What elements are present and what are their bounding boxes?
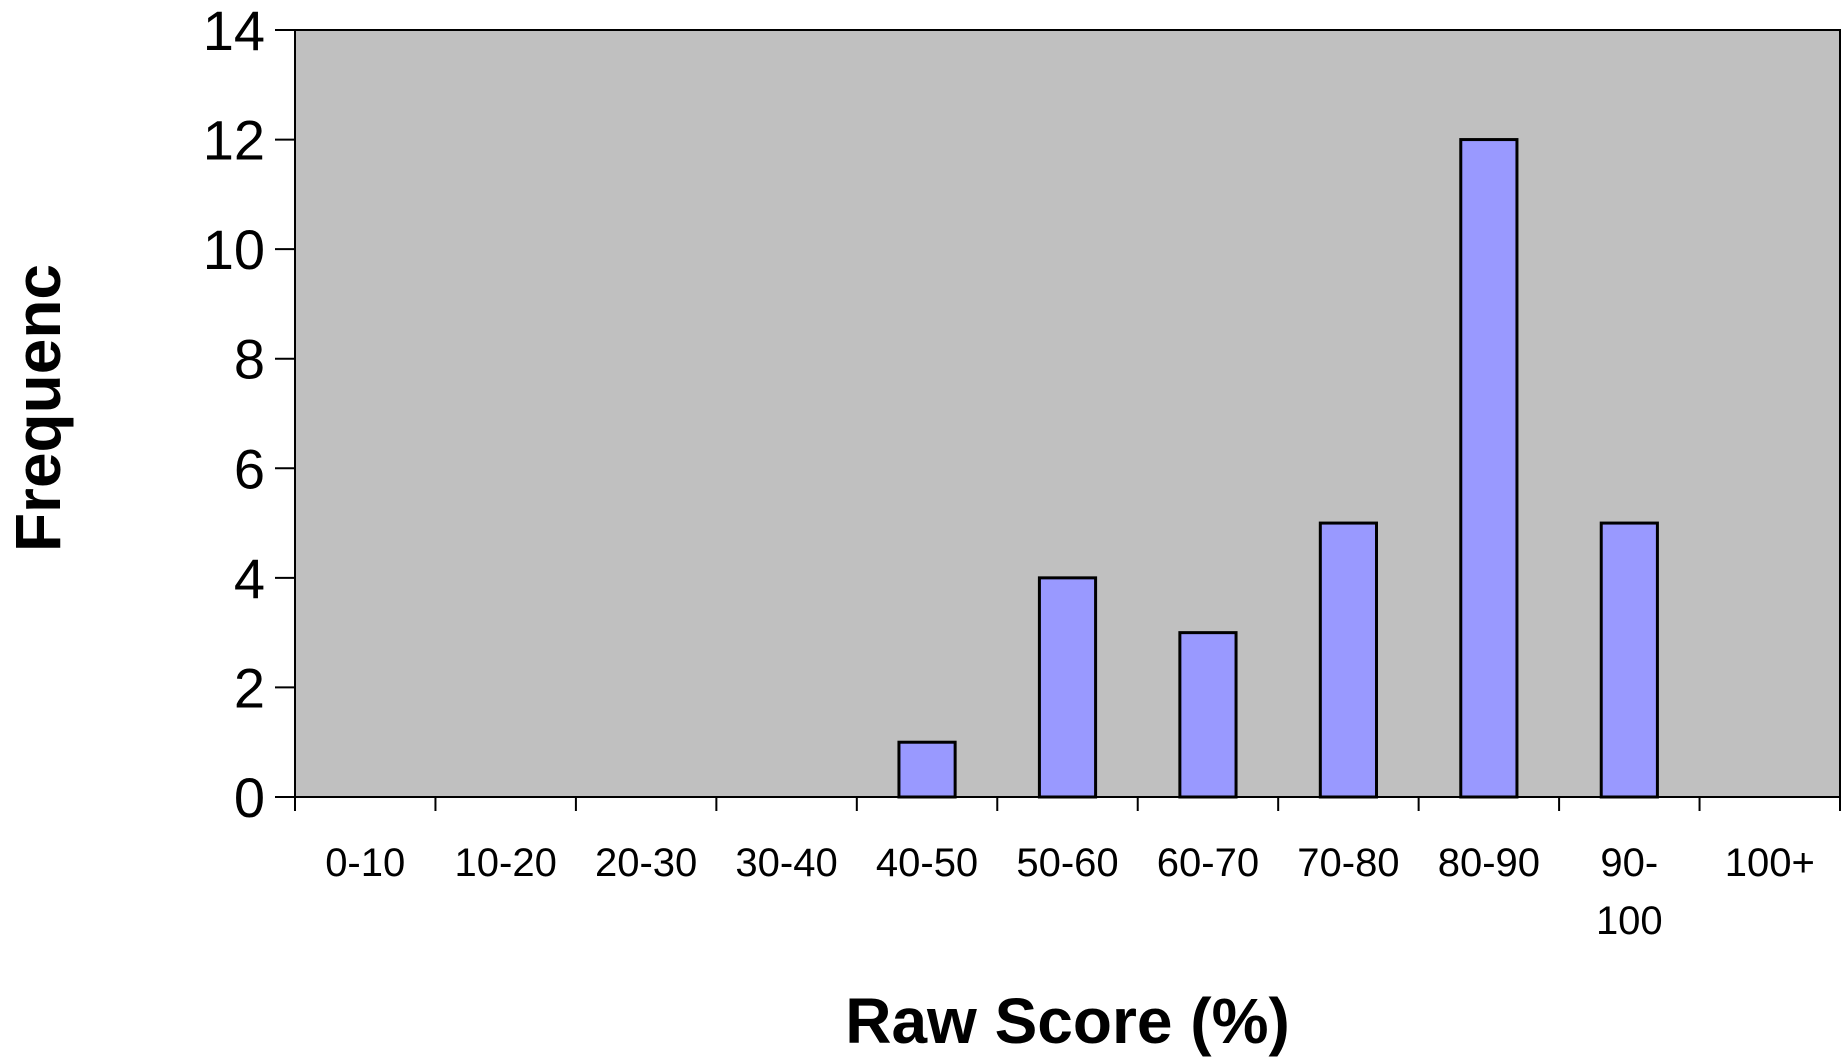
x-axis: 0-10 10-20 20-30 30-40 40-50 50-60 60-70 70-80 8… — [294, 796, 1841, 943]
y-tick-label: 4 — [234, 547, 265, 610]
x-tick-label: 30-40 — [735, 841, 837, 885]
x-tick-label: 100+ — [1725, 841, 1815, 885]
x-tick-label: 40-50 — [876, 841, 978, 885]
bar-40-50 — [897, 740, 957, 799]
bar-80-90 — [1459, 138, 1519, 799]
x-tick-label: 70-80 — [1297, 841, 1399, 885]
x-tick-label: 80-90 — [1438, 841, 1540, 885]
x-tick-label: 90-100 — [1596, 841, 1663, 943]
y-axis-title: Frequenc — [2, 264, 74, 552]
bar-50-60 — [1037, 576, 1098, 799]
x-tick-label: 60-70 — [1157, 841, 1259, 885]
x-tick-label: 50-60 — [1016, 841, 1118, 885]
y-tick-label: 2 — [234, 656, 265, 719]
y-tick-label: 6 — [234, 437, 265, 500]
bar-90-100 — [1599, 521, 1659, 799]
x-axis-title: Raw Score (%) — [845, 985, 1290, 1057]
bars-group — [897, 138, 1659, 799]
y-tick-label: 0 — [234, 766, 265, 829]
y-tick-label: 14 — [203, 0, 265, 62]
x-tick-label: 10-20 — [455, 841, 557, 885]
x-tick-label: 20-30 — [595, 841, 697, 885]
y-axis: 0 2 4 6 8 10 12 14 — [203, 0, 296, 829]
y-tick-label: 10 — [203, 218, 265, 281]
x-tick-label: 0-10 — [325, 841, 405, 885]
bar-70-80 — [1318, 521, 1379, 799]
bar-60-70 — [1178, 631, 1238, 799]
y-tick-label: 12 — [203, 109, 265, 172]
y-tick-label: 8 — [234, 328, 265, 391]
